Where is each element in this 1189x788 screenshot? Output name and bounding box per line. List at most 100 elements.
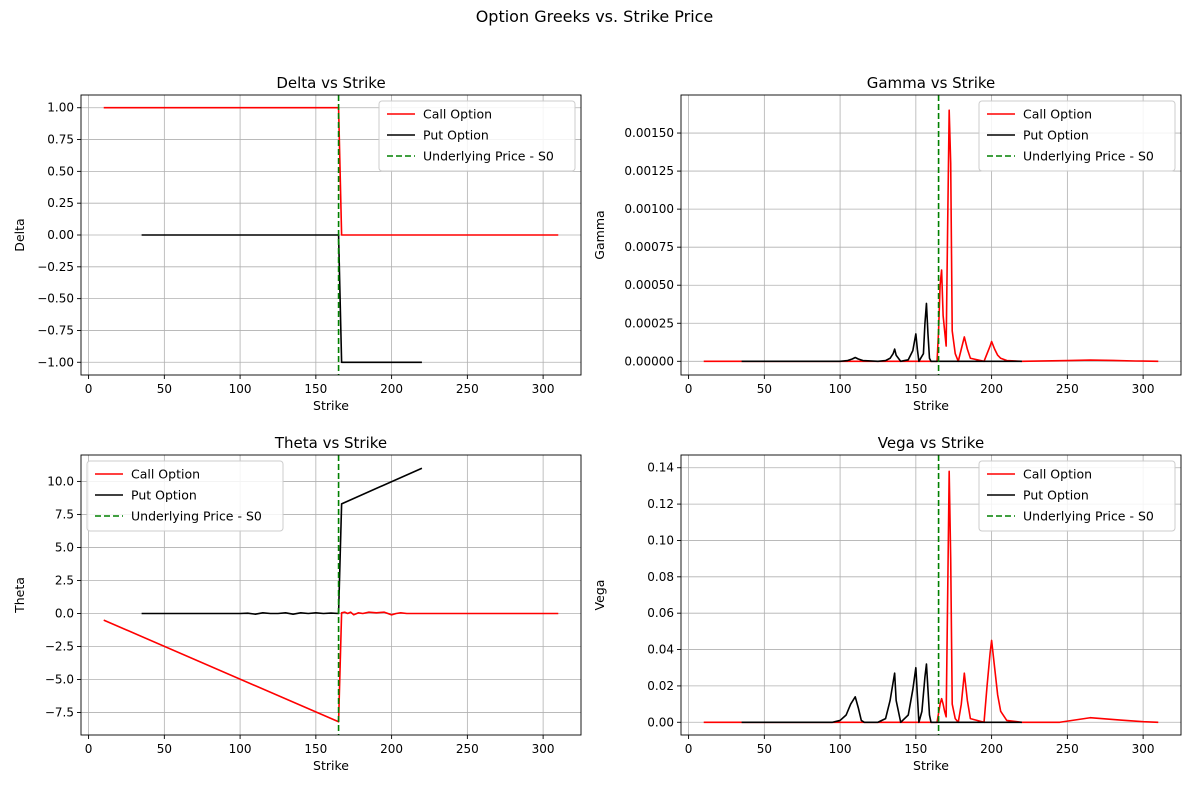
y-tick-label: 0.00 <box>647 715 674 729</box>
x-tick-label: 50 <box>757 382 772 396</box>
y-tick-label: 0.04 <box>647 643 674 657</box>
x-tick-label: 0 <box>85 742 93 756</box>
y-tick-label: 0.06 <box>647 606 674 620</box>
y-axis-label: Vega <box>592 580 607 611</box>
legend-label: Put Option <box>423 128 489 143</box>
x-tick-label: 250 <box>456 742 479 756</box>
x-tick-label: 100 <box>229 382 252 396</box>
legend-box <box>978 100 1176 172</box>
x-tick-label: 150 <box>304 742 327 756</box>
y-tick-label: 5.0 <box>55 540 74 554</box>
x-tick-label: 250 <box>456 382 479 396</box>
put-option-line <box>741 663 1022 724</box>
x-tick-label: 200 <box>980 382 1003 396</box>
call-option-line <box>103 611 559 723</box>
figure-title: Option Greeks vs. Strike Price <box>475 7 714 26</box>
y-tick-label: 0.75 <box>47 133 74 147</box>
legend-label: Underlying Price - S0 <box>423 149 554 164</box>
x-tick-label: 150 <box>904 382 927 396</box>
legend: Call Option Put Option Underlying Price - … <box>378 100 576 172</box>
x-tick-label: 50 <box>157 382 172 396</box>
y-tick-label: 0.50 <box>47 164 74 178</box>
legend-label: Call Option <box>423 107 492 122</box>
axes-frame <box>80 454 582 736</box>
x-tick-label: 300 <box>1132 382 1155 396</box>
subplot-1: 0 50 100 150 200 250 300 −1.00 −0.75 −0.50 −0.25 0.… <box>12 74 582 413</box>
y-tick-label: 0.00025 <box>624 316 674 330</box>
x-tick-label: 100 <box>829 382 852 396</box>
y-tick-label: 0.00050 <box>624 278 674 292</box>
x-axis-label: Strike <box>313 398 349 413</box>
y-tick-label: −0.75 <box>37 323 74 337</box>
call-option-line <box>103 106 559 236</box>
subplot-3: 0 50 100 150 200 250 300 −7.5 −5.0 −2.5 0.0 2.5 5.0 7… <box>12 434 582 773</box>
legend-label: Put Option <box>1023 488 1089 503</box>
y-tick-label: −5.0 <box>45 673 74 687</box>
y-axis-label: Delta <box>12 218 27 251</box>
x-tick-label: 100 <box>229 742 252 756</box>
x-tick-label: 300 <box>1132 742 1155 756</box>
x-tick-label: 150 <box>304 382 327 396</box>
y-tick-label: 0.0 <box>55 606 74 620</box>
legend-box <box>378 100 576 172</box>
legend: Call Option Put Option Underlying Price - … <box>978 460 1176 532</box>
axes-frame <box>680 454 1182 736</box>
y-tick-label: 0.14 <box>647 461 674 475</box>
legend-label: Put Option <box>131 488 197 503</box>
y-tick-label: −2.5 <box>45 640 74 654</box>
subplot-title: Delta vs Strike <box>276 74 385 92</box>
legend-box <box>86 460 284 532</box>
legend-label: Underlying Price - S0 <box>131 509 262 524</box>
x-tick-label: 250 <box>1056 742 1079 756</box>
y-tick-label: 0.00125 <box>624 164 674 178</box>
y-tick-label: −1.00 <box>37 355 74 369</box>
y-tick-label: 2.5 <box>55 573 74 587</box>
legend-label: Underlying Price - S0 <box>1023 149 1154 164</box>
y-axis-label: Gamma <box>592 210 607 259</box>
x-tick-label: 250 <box>1056 382 1079 396</box>
x-axis-label: Strike <box>313 758 349 773</box>
y-tick-label: 0.10 <box>647 533 674 547</box>
x-tick-label: 0 <box>85 382 93 396</box>
subplot-4: 0 50 100 150 200 250 300 0.00 0.02 0.04 0.06 0.08 0.… <box>592 434 1182 773</box>
legend-label: Call Option <box>1023 467 1092 482</box>
y-tick-label: −7.5 <box>45 706 74 720</box>
y-tick-label: 0.08 <box>647 570 674 584</box>
y-tick-label: 0.02 <box>647 679 674 693</box>
x-axis-label: Strike <box>913 398 949 413</box>
y-tick-label: 0.25 <box>47 196 74 210</box>
legend: Call Option Put Option Underlying Price - … <box>86 460 284 532</box>
legend-label: Call Option <box>131 467 200 482</box>
y-tick-label: 0.00 <box>47 228 74 242</box>
x-tick-label: 0 <box>685 382 693 396</box>
x-axis-label: Strike <box>913 758 949 773</box>
x-tick-label: 200 <box>380 382 403 396</box>
y-tick-label: 0.00075 <box>624 240 674 254</box>
x-tick-label: 50 <box>157 742 172 756</box>
x-tick-label: 200 <box>980 742 1003 756</box>
subplot-title: Theta vs Strike <box>274 434 387 452</box>
x-tick-label: 100 <box>829 742 852 756</box>
x-tick-label: 300 <box>532 382 555 396</box>
axes-frame <box>680 94 1182 376</box>
y-axis-label: Theta <box>12 577 27 614</box>
put-option-line <box>741 302 1022 363</box>
put-option-line <box>141 467 423 615</box>
y-tick-label: 0.00150 <box>624 126 674 140</box>
subplot-2: 0 50 100 150 200 250 300 0.00000 0.00025 0.00050 0… <box>592 74 1182 413</box>
legend-label: Put Option <box>1023 128 1089 143</box>
put-option-line <box>141 234 422 364</box>
legend-label: Underlying Price - S0 <box>1023 509 1154 524</box>
y-tick-label: −0.25 <box>37 260 74 274</box>
y-tick-label: 0.00000 <box>624 354 674 368</box>
y-tick-label: 7.5 <box>55 507 74 521</box>
x-tick-label: 200 <box>380 742 403 756</box>
legend: Call Option Put Option Underlying Price - … <box>978 100 1176 172</box>
y-tick-label: 10.0 <box>47 474 74 488</box>
legend-box <box>978 460 1176 532</box>
x-tick-label: 50 <box>757 742 772 756</box>
y-tick-label: 0.12 <box>647 497 674 511</box>
y-tick-label: 1.00 <box>47 101 74 115</box>
x-tick-label: 300 <box>532 742 555 756</box>
